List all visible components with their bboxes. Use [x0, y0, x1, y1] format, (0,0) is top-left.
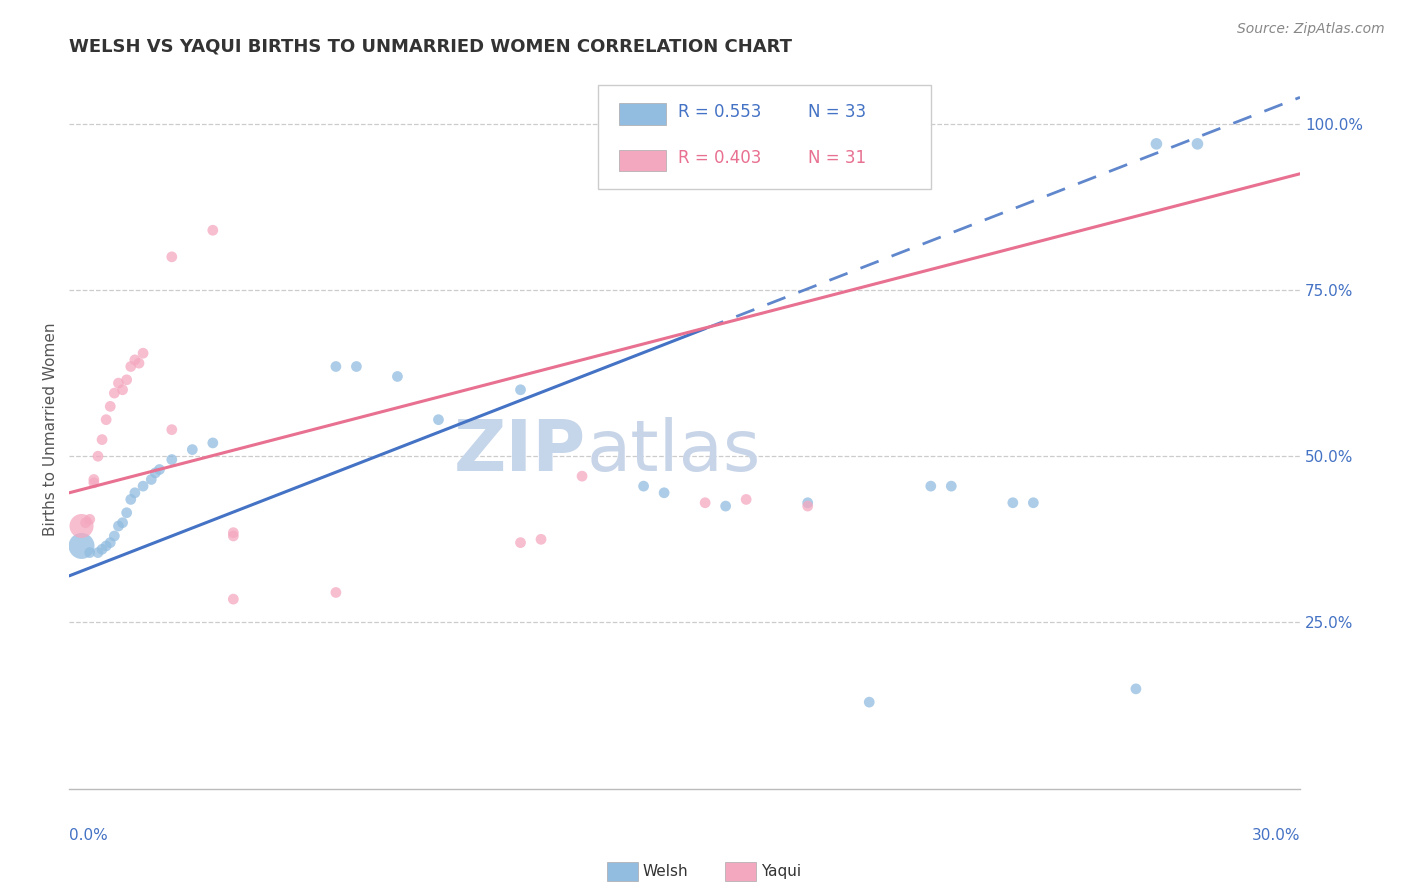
Text: N = 31: N = 31: [807, 149, 866, 168]
Point: [96, 412, 118, 426]
Point: [111, 383, 134, 397]
Point: [325, 585, 347, 599]
Text: WELSH VS YAQUI BIRTHS TO UNMARRIED WOMEN CORRELATION CHART: WELSH VS YAQUI BIRTHS TO UNMARRIED WOMEN…: [69, 37, 792, 55]
Point: [509, 383, 531, 397]
Point: [796, 499, 818, 513]
Point: [1144, 136, 1167, 151]
Point: [222, 525, 245, 540]
Point: [87, 449, 110, 463]
Point: [70, 519, 93, 533]
Point: [201, 223, 224, 237]
Point: [98, 400, 121, 414]
Point: [1001, 496, 1024, 510]
Point: [79, 546, 101, 560]
Text: 0.0%: 0.0%: [69, 828, 108, 843]
Point: [652, 485, 675, 500]
Point: [103, 386, 125, 401]
Point: [79, 512, 101, 526]
Point: [858, 695, 880, 709]
Point: [120, 359, 142, 374]
Y-axis label: Births to Unmarried Women: Births to Unmarried Women: [44, 323, 58, 536]
Point: [124, 485, 146, 500]
Bar: [620, 103, 666, 125]
Point: [96, 539, 118, 553]
Point: [1125, 681, 1147, 696]
Point: [427, 412, 450, 426]
Point: [115, 373, 138, 387]
Text: ZIP: ZIP: [454, 417, 586, 485]
Point: [735, 492, 758, 507]
Point: [148, 462, 170, 476]
Text: Yaqui: Yaqui: [761, 864, 801, 879]
Point: [141, 473, 163, 487]
Point: [344, 359, 367, 374]
Point: [70, 539, 93, 553]
Text: R = 0.403: R = 0.403: [679, 149, 762, 168]
Point: [920, 479, 942, 493]
Point: [571, 469, 593, 483]
Point: [98, 535, 121, 549]
Point: [695, 496, 717, 510]
Bar: [620, 150, 666, 171]
Point: [387, 369, 409, 384]
Point: [633, 479, 655, 493]
Point: [115, 506, 138, 520]
Point: [87, 546, 110, 560]
Point: [941, 479, 963, 493]
Text: N = 33: N = 33: [807, 103, 866, 120]
Point: [160, 250, 183, 264]
Text: Welsh: Welsh: [643, 864, 688, 879]
Point: [145, 466, 167, 480]
Point: [1022, 496, 1045, 510]
Point: [132, 479, 155, 493]
Point: [83, 475, 105, 490]
Point: [879, 136, 901, 151]
Point: [222, 529, 245, 543]
Point: [83, 473, 105, 487]
Point: [796, 496, 818, 510]
Point: [124, 352, 146, 367]
Point: [509, 535, 531, 549]
Point: [1187, 136, 1209, 151]
Text: 30.0%: 30.0%: [1251, 828, 1301, 843]
Point: [160, 423, 183, 437]
Point: [160, 452, 183, 467]
Text: R = 0.553: R = 0.553: [679, 103, 762, 120]
Point: [181, 442, 204, 457]
Point: [714, 499, 737, 513]
Point: [103, 529, 125, 543]
Point: [530, 533, 553, 547]
Text: atlas: atlas: [586, 417, 761, 485]
Point: [201, 436, 224, 450]
Text: Source: ZipAtlas.com: Source: ZipAtlas.com: [1237, 22, 1385, 37]
Point: [75, 516, 97, 530]
Point: [128, 356, 150, 370]
Point: [222, 592, 245, 607]
FancyBboxPatch shape: [599, 85, 931, 189]
Point: [111, 516, 134, 530]
Point: [107, 376, 129, 391]
Point: [132, 346, 155, 360]
Point: [120, 492, 142, 507]
Point: [91, 542, 114, 557]
Point: [325, 359, 347, 374]
Point: [107, 519, 129, 533]
Point: [91, 433, 114, 447]
